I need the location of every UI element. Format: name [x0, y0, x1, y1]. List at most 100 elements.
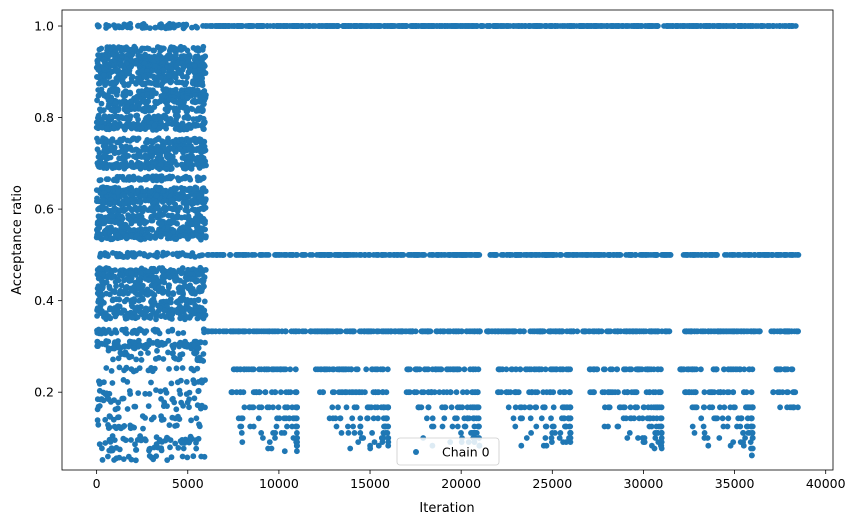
data-point [133, 146, 140, 153]
data-point [340, 23, 347, 29]
data-point [299, 252, 306, 258]
data-point [158, 24, 165, 31]
data-point [287, 366, 294, 373]
data-point [125, 82, 132, 88]
data-point [110, 356, 116, 363]
data-point [173, 62, 180, 69]
data-point [174, 309, 181, 316]
data-point [113, 425, 120, 432]
data-point [264, 23, 271, 29]
data-point [143, 115, 150, 121]
data-point [484, 328, 491, 335]
data-point [195, 388, 202, 395]
data-point [127, 90, 134, 97]
data-point [160, 272, 167, 279]
data-point [186, 193, 192, 200]
data-point [588, 23, 595, 29]
data-point [187, 288, 194, 294]
data-point [116, 155, 122, 162]
data-point [144, 234, 151, 241]
data-point [183, 105, 189, 112]
data-point [139, 413, 146, 419]
data-point [160, 277, 167, 284]
data-point [525, 23, 532, 29]
data-point [176, 416, 183, 422]
data-point [122, 126, 128, 133]
data-point [209, 328, 215, 335]
data-point [474, 23, 480, 29]
data-point [112, 163, 119, 170]
data-point [104, 125, 110, 132]
data-point [110, 44, 117, 50]
data-point [171, 105, 177, 112]
data-point [130, 368, 137, 375]
data-point [164, 108, 171, 115]
data-point [94, 313, 100, 319]
data-point [118, 425, 124, 432]
data-point [332, 252, 338, 258]
data-point [198, 252, 205, 259]
data-point [120, 377, 127, 383]
data-point [187, 125, 194, 131]
data-point [133, 163, 140, 170]
data-point [184, 454, 191, 461]
data-point [129, 78, 135, 85]
data-point [107, 315, 114, 322]
data-point [192, 290, 198, 297]
data-point [743, 328, 750, 335]
data-point [135, 276, 142, 283]
data-point [494, 23, 501, 29]
data-point [257, 252, 263, 258]
data-point [126, 176, 132, 183]
data-point [178, 270, 185, 277]
data-point [100, 197, 106, 204]
data-point [191, 135, 198, 142]
data-point [503, 328, 510, 335]
data-point [565, 252, 572, 258]
data-point [134, 329, 141, 336]
data-point [134, 314, 141, 320]
data-point [770, 23, 776, 29]
data-point [128, 270, 135, 277]
data-point [198, 453, 205, 460]
data-point [165, 120, 172, 127]
data-point [139, 45, 146, 52]
data-point [130, 135, 137, 142]
data-point [590, 252, 597, 258]
data-point [395, 328, 402, 335]
data-point [441, 328, 447, 335]
data-point [293, 389, 300, 396]
data-point [123, 146, 129, 153]
data-point [190, 453, 197, 460]
data-point [115, 232, 121, 239]
data-point [176, 343, 183, 350]
data-point [143, 24, 150, 31]
data-point [104, 164, 110, 171]
data-point [95, 52, 102, 59]
data-point [136, 297, 143, 304]
data-point [168, 380, 175, 387]
data-point [166, 366, 172, 372]
data-point [377, 23, 384, 29]
data-point [118, 206, 124, 213]
data-point [169, 97, 176, 104]
data-point [523, 252, 530, 258]
data-point [99, 445, 105, 452]
data-point [202, 220, 208, 227]
data-point [180, 199, 187, 206]
data-point [362, 252, 368, 258]
data-point [166, 422, 173, 428]
data-point [684, 252, 691, 258]
data-point [183, 276, 190, 283]
data-point [311, 328, 318, 335]
data-point [198, 403, 204, 409]
data-point [179, 250, 186, 256]
data-point [783, 328, 790, 335]
data-point [128, 220, 135, 227]
data-point [204, 252, 211, 258]
data-point [95, 92, 102, 99]
data-point [165, 328, 172, 335]
data-point [324, 23, 331, 29]
data-point [149, 307, 156, 314]
